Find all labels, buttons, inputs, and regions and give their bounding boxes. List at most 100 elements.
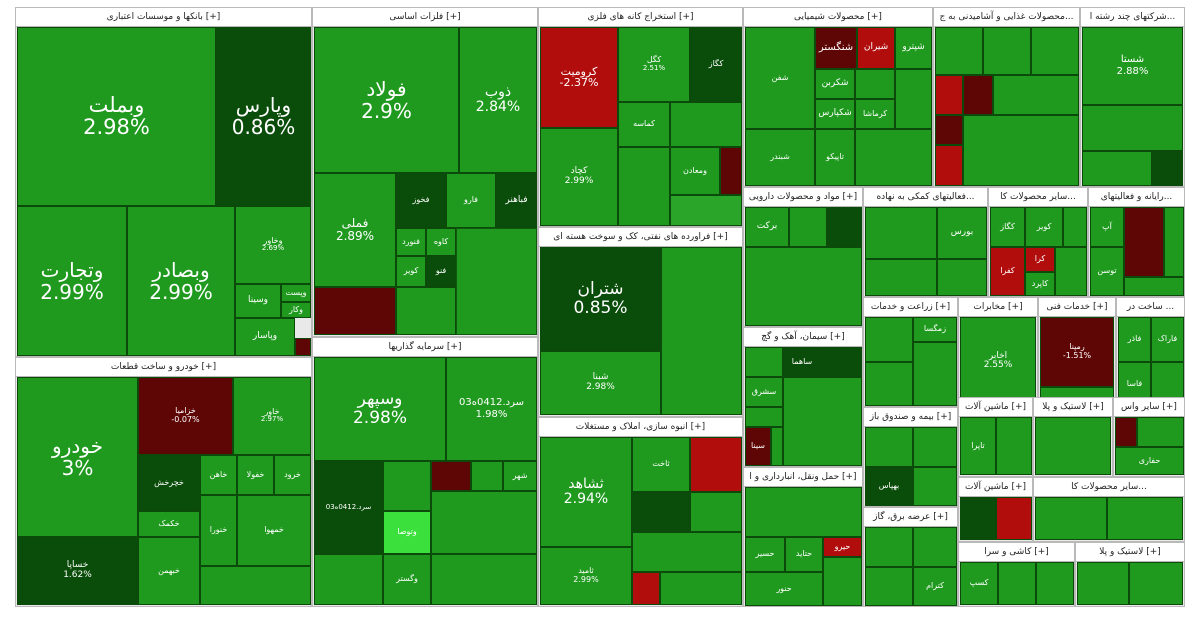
stock-other-act-red[interactable] [1124,207,1164,277]
sector-title[interactable]: رایانه و فعالیتهای... [1089,188,1184,207]
stock-invest-e[interactable] [431,554,537,605]
stock-bsepanir[interactable] [913,527,957,567]
stock-food-c[interactable] [1031,27,1079,75]
stock-kmas[interactable]: کماسه [618,102,670,147]
stock-shasta[interactable]: شستا 2.88% [1082,27,1183,105]
stock-bahmen[interactable] [865,527,913,567]
sector-title[interactable]: مواد و محصولات دارویی [+] [744,188,862,207]
sector-agri[interactable]: زراعت و خدمات [+] زمگسا [863,297,958,407]
stock-realestate-d[interactable] [660,572,742,605]
stock-rubber-a[interactable] [1035,417,1111,475]
stock-shiran[interactable]: شیران [857,27,895,69]
stock-kefalar[interactable]: کفرا [990,247,1025,296]
stock-cement-grid[interactable] [783,377,862,466]
sector-title[interactable]: بانکها و موسسات اعتباری [+] [16,8,311,27]
stock-food-red2[interactable] [963,75,993,115]
sector-tile[interactable]: کاشی و سرا [+] کسپ [958,542,1075,607]
stock-metals-misc[interactable] [396,287,456,335]
stock-khonra[interactable]: خنورا [200,495,237,566]
stock-shebandar[interactable]: شبندر [745,129,815,186]
stock-fader[interactable]: فاذر [1118,317,1151,362]
stock-fund-a[interactable] [865,427,913,467]
stock-khbahman[interactable]: خبهمن [138,537,200,605]
sector-nonmetal[interactable]: سایر واس [+] حفاری [1113,397,1185,477]
stock-vmadan[interactable]: ومعادن [670,147,720,195]
stock-kermanshah[interactable]: کرماشا [855,99,895,129]
stock-fund-b[interactable] [913,427,957,467]
stock-multi-b[interactable] [1082,105,1183,151]
stock-misc-d[interactable] [1129,562,1183,605]
sector-title[interactable]: فراورده های نفتی، کک و سوخت هسته ای [+] [539,228,742,247]
sector-title[interactable]: حمل ونقل، انبارداری و ا [+] [744,468,862,487]
sector-machinery[interactable]: ماشین آلات [+] تاپرا [958,397,1033,477]
stock-krat[interactable]: کرا [1025,247,1055,272]
stock-foolad[interactable]: فولاد 2.9% [314,27,459,173]
sector-invest[interactable]: سرمایه گذاریها [+] وسپهر 2.98% سرد.0412ه… [312,337,538,607]
stock-cement-a[interactable] [745,407,783,427]
sector-other-act[interactable]: رایانه و فعالیتهای... آپ توسن [1088,187,1185,297]
stock-nonmetal-a[interactable] [1137,417,1184,447]
stock-pardis[interactable] [855,69,895,99]
stock-support-c[interactable] [937,259,987,296]
stock-pharma-grid[interactable] [745,247,862,326]
stock-shengal[interactable]: شنگستر [815,27,857,69]
stock-hsir[interactable]: حسیر [745,537,785,572]
stock-teapna[interactable]: تاپرا [960,417,996,475]
stock-hfari[interactable]: حفاری [1115,447,1184,475]
stock-realestate-red[interactable] [690,437,742,492]
stock-vbmellat[interactable]: وبملت 2.98% [17,27,216,206]
sector-title[interactable]: لاستیک و پلا [+] [1076,543,1184,562]
stock-rampna[interactable]: رمپنا -1.51% [1040,317,1114,387]
stock-electric-a[interactable] [960,497,996,540]
stock-faraz[interactable]: فاراک [1151,317,1184,362]
stock-kgaz[interactable]: کگاز [690,27,742,102]
stock-sefarsi[interactable] [745,347,783,377]
stock-realestate-red2[interactable] [632,572,660,605]
stock-shardan[interactable]: سشرق [745,377,783,407]
stock-food-b[interactable] [983,27,1031,75]
stock-fund-c[interactable] [913,467,957,506]
stock-other-a[interactable] [1063,207,1087,247]
sector-title[interactable]: خودرو و ساخت قطعات [+] [16,358,311,377]
sector-utility[interactable]: عرضه برق، گاز [+] کترام [863,507,958,607]
stock-support-a[interactable] [865,207,937,259]
sector-tech[interactable]: خدمات فنی [+] رمپنا -1.51% [1038,297,1116,407]
sector-title[interactable]: کاشی و سرا [+] [959,543,1074,562]
stock-thawar[interactable]: ثاخت [632,437,690,492]
sector-title[interactable]: ساخت در ... [1117,298,1184,317]
stock-bazna[interactable]: بهپاس [865,467,913,506]
stock-shatran[interactable]: شتران 0.85% [540,247,661,351]
sector-title[interactable]: فعالیتهای کمکی به نهاده... [864,188,987,207]
stock-mining-red[interactable] [720,147,742,195]
stock-food-red4[interactable] [935,145,963,186]
stock-multi-d[interactable] [1152,151,1183,186]
stock-invest-b[interactable] [471,461,503,491]
stock-kharkh[interactable]: خساپا 1.62% [17,537,138,605]
stock-ap[interactable]: آپ [1090,207,1124,247]
stock-hayaro[interactable]: حیرو [823,537,862,557]
stock-vtosa[interactable]: وتوصا [383,511,431,554]
sector-title[interactable]: محصولات شیمیایی [+] [744,8,932,27]
stock-kromit[interactable]: کرومیت -2.37% [540,27,618,128]
stock-misc-c[interactable] [1077,562,1129,605]
stock-vbsader[interactable]: وبصادر 2.99% [127,206,235,356]
stock-vgostar[interactable]: وگستر [383,554,431,605]
sector-food[interactable]: محصولات غذایی و آشامیدنی به ج... [933,7,1080,187]
stock-transport-a[interactable] [745,487,862,537]
stock-sarad[interactable]: سرد.0412ه03 1.98% [446,357,537,461]
stock-small-red[interactable] [295,338,311,356]
stock-barekat[interactable]: برکت [745,207,789,247]
stock-cement-b[interactable] [771,427,783,466]
stock-kertam[interactable]: کترام [913,567,957,606]
sector-refinery[interactable]: فراورده های نفتی، کک و سوخت هسته ای [+] … [538,227,743,417]
sector-title[interactable]: زراعت و خدمات [+] [864,298,957,317]
stock-refinery-a[interactable] [661,247,742,415]
sector-title[interactable]: سیمان، آهک و گچ [+] [744,328,862,347]
stock-invest-red[interactable] [431,461,471,491]
stock-vtejarat[interactable]: وتجارت 2.99% [17,206,127,356]
stock-shekopar[interactable]: شکپارس [815,99,855,129]
sector-title[interactable]: انبوه سازی، املاک و مستغلات [+] [539,418,742,437]
sector-rubber[interactable]: لاستیک و پلا [+] [1033,397,1113,477]
sector-title[interactable]: شرکتهای چند رشته ا... [1081,8,1184,27]
stock-zmagna[interactable]: زمگسا [913,317,957,342]
